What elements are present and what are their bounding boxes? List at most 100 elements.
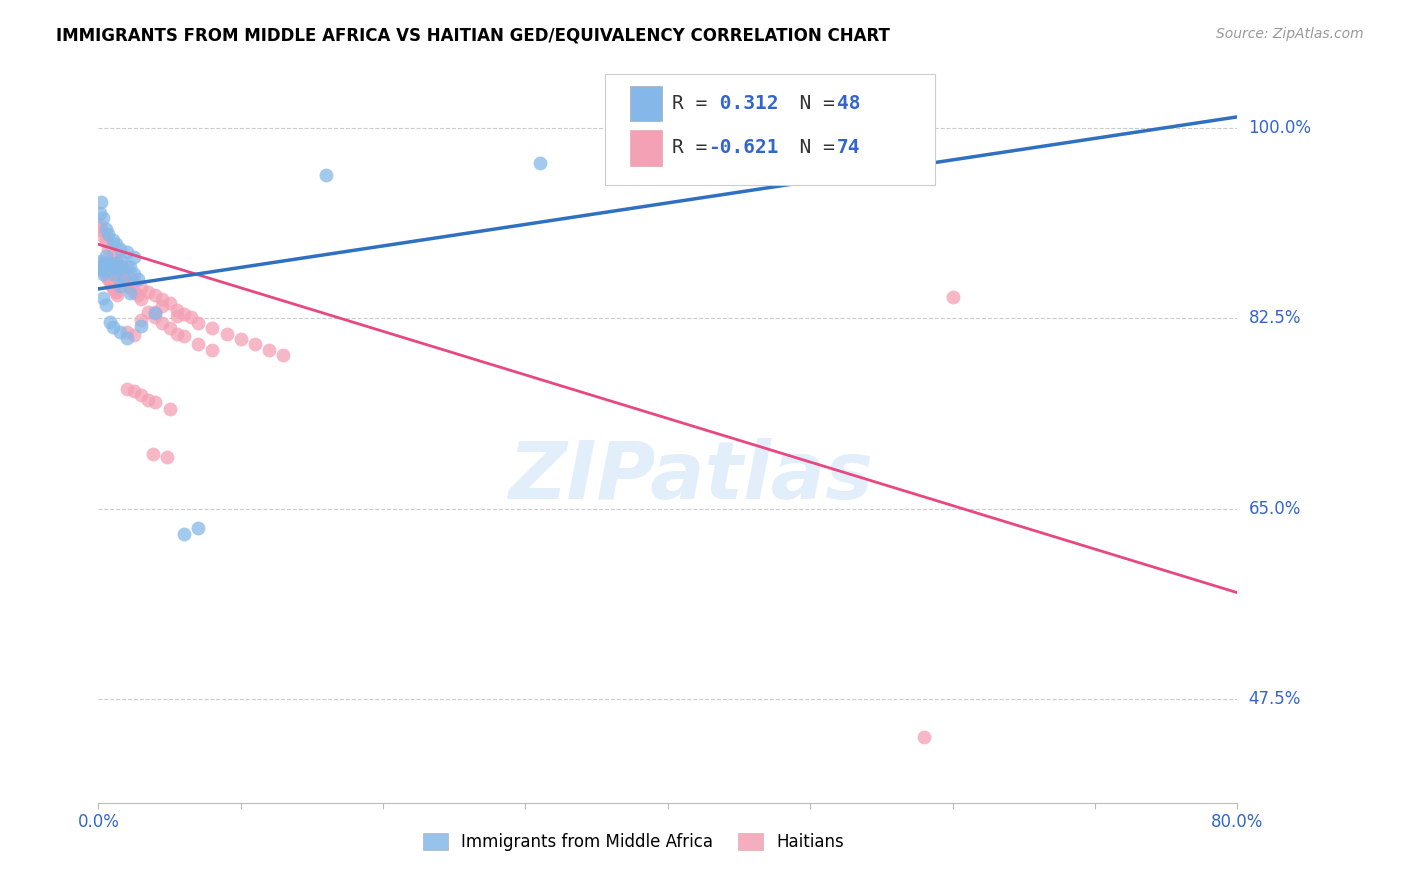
Point	[107, 261, 129, 276]
Text: 47.5%: 47.5%	[1249, 690, 1301, 708]
Point	[152, 292, 174, 306]
Point	[103, 283, 125, 297]
Text: 48: 48	[837, 94, 860, 113]
Point	[152, 299, 174, 313]
Point	[100, 277, 122, 292]
Point	[91, 263, 114, 277]
Point	[93, 263, 115, 277]
Point	[122, 384, 145, 399]
Point	[156, 450, 179, 464]
Point	[94, 298, 117, 312]
Point	[215, 326, 238, 341]
Point	[122, 267, 145, 281]
Point	[91, 267, 114, 281]
Point	[173, 328, 195, 343]
Point	[101, 281, 124, 295]
Point	[97, 256, 120, 270]
Point	[112, 274, 135, 288]
Point	[122, 274, 145, 288]
Point	[145, 395, 167, 409]
Point	[129, 292, 152, 306]
Point	[96, 269, 118, 284]
Text: 82.5%: 82.5%	[1249, 310, 1301, 327]
Text: 65.0%: 65.0%	[1249, 500, 1301, 518]
Point	[118, 269, 141, 284]
Text: N =: N =	[776, 94, 846, 113]
Point	[115, 326, 138, 340]
Point	[90, 253, 112, 268]
Point	[98, 274, 121, 288]
Point	[112, 269, 135, 284]
Point	[90, 259, 112, 273]
Text: Source: ZipAtlas.com: Source: ZipAtlas.com	[1216, 27, 1364, 41]
Point	[145, 306, 167, 320]
Point	[93, 258, 115, 272]
Point	[118, 286, 141, 301]
Point	[159, 296, 181, 310]
Point	[115, 331, 138, 345]
Point	[94, 261, 117, 276]
Point	[90, 194, 112, 209]
Point	[201, 343, 224, 357]
Point	[94, 222, 117, 236]
Text: R =: R =	[672, 138, 718, 157]
Point	[108, 261, 131, 276]
Point	[105, 288, 128, 302]
Point	[912, 731, 935, 745]
Point	[94, 234, 117, 248]
Point	[96, 257, 118, 271]
Point	[129, 387, 152, 401]
Point	[101, 248, 124, 262]
Point	[166, 302, 188, 317]
Point	[229, 332, 252, 346]
Point	[136, 305, 159, 319]
Point	[105, 259, 128, 273]
Text: 100.0%: 100.0%	[1249, 119, 1312, 136]
Point	[315, 168, 337, 182]
Point	[91, 211, 114, 226]
Point	[91, 291, 114, 305]
Point	[136, 392, 159, 407]
Point	[273, 348, 295, 362]
Point	[187, 316, 209, 330]
Point	[118, 281, 141, 295]
Point	[115, 244, 138, 259]
Point	[145, 310, 167, 325]
Point	[94, 249, 117, 263]
Point	[127, 288, 149, 302]
Point	[108, 278, 131, 293]
Point	[104, 252, 127, 267]
Point	[108, 259, 131, 273]
Point	[97, 242, 120, 256]
Point	[108, 267, 131, 281]
Point	[110, 269, 132, 284]
Point	[98, 315, 121, 329]
Point	[152, 316, 174, 330]
Point	[529, 155, 551, 169]
Point	[89, 205, 111, 219]
Point	[91, 228, 114, 243]
Point	[201, 321, 224, 335]
Point	[141, 447, 163, 461]
Point	[110, 252, 132, 267]
Point	[115, 277, 138, 292]
Text: IMMIGRANTS FROM MIDDLE AFRICA VS HAITIAN GED/EQUIVALENCY CORRELATION CHART: IMMIGRANTS FROM MIDDLE AFRICA VS HAITIAN…	[56, 27, 890, 45]
Point	[90, 260, 112, 274]
Point	[122, 327, 145, 342]
Point	[166, 309, 188, 323]
Point	[112, 263, 135, 277]
Point	[180, 310, 202, 325]
Point	[91, 261, 114, 276]
Point	[115, 259, 138, 273]
Point	[159, 321, 181, 335]
Point	[187, 521, 209, 535]
Text: N =: N =	[776, 138, 846, 157]
Point	[259, 343, 281, 357]
Point	[101, 320, 124, 334]
Point	[243, 337, 266, 351]
Point	[108, 326, 131, 340]
Point	[159, 401, 181, 416]
Point	[942, 289, 965, 303]
FancyBboxPatch shape	[605, 73, 935, 185]
Point	[90, 223, 112, 237]
